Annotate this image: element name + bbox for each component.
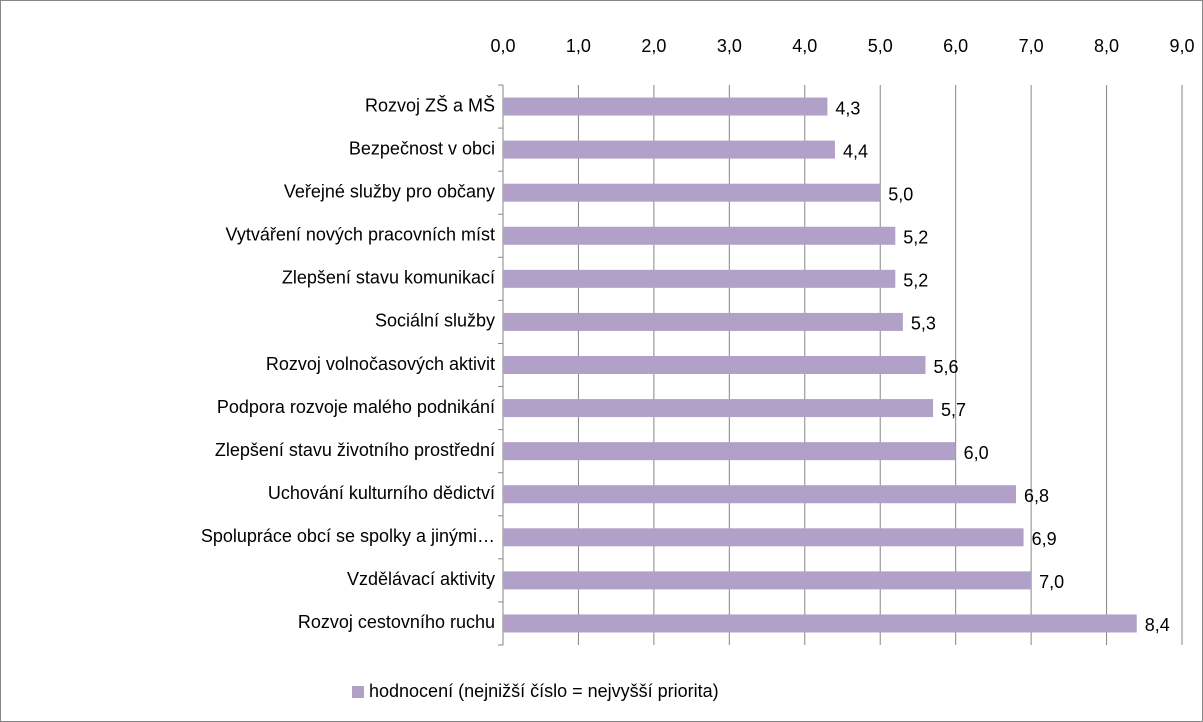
- y-tick-label: Vzdělávací aktivity: [347, 569, 495, 589]
- value-label: 4,3: [835, 98, 860, 118]
- bar: [503, 97, 828, 116]
- x-tick-label: 6,0: [943, 36, 968, 56]
- x-tick-label: 0,0: [490, 36, 515, 56]
- value-label: 5,3: [911, 314, 936, 334]
- legend-swatch: [352, 686, 364, 698]
- value-label: 7,0: [1039, 572, 1064, 592]
- y-tick-label: Sociální služby: [375, 311, 495, 331]
- y-tick-label: Zlepšení stavu komunikací: [282, 268, 495, 288]
- value-label: 4,4: [843, 141, 868, 161]
- x-tick-label: 3,0: [717, 36, 742, 56]
- y-tick-label: Veřejné služby pro občany: [284, 181, 495, 201]
- x-tick-label: 4,0: [792, 36, 817, 56]
- value-label: 5,0: [888, 184, 913, 204]
- bar: [503, 312, 903, 331]
- bar: [503, 442, 956, 461]
- bar: [503, 571, 1032, 590]
- bar: [503, 226, 896, 245]
- value-label: 6,8: [1024, 486, 1049, 506]
- y-tick-label: Podpora rozvoje malého podnikání: [217, 397, 495, 417]
- y-tick-label: Rozvoj volnočasových aktivit: [266, 354, 495, 374]
- bar: [503, 485, 1017, 504]
- value-label: 6,0: [964, 443, 989, 463]
- x-tick-label: 1,0: [566, 36, 591, 56]
- bar: [503, 356, 926, 374]
- x-tick-label: 8,0: [1094, 36, 1119, 56]
- bar: [503, 183, 881, 202]
- value-label: 6,9: [1032, 529, 1057, 549]
- x-tick-label: 7,0: [1019, 36, 1044, 56]
- bar: [503, 269, 896, 288]
- legend-label: hodnocení (nejnižší číslo = nejvyšší pri…: [369, 681, 719, 701]
- y-tick-label: Spolupráce obcí se spolky a jinými…: [201, 526, 495, 546]
- value-label: 5,7: [941, 400, 966, 420]
- value-label: 8,4: [1145, 615, 1170, 635]
- bar: [503, 528, 1024, 547]
- x-tick-label: 2,0: [641, 36, 666, 56]
- y-tick-label: Uchování kulturního dědictví: [268, 483, 495, 503]
- y-tick-label: Bezpečnost v obci: [349, 138, 495, 158]
- value-label: 5,2: [903, 228, 928, 248]
- y-tick-label: Vytváření nových pracovních míst: [226, 225, 495, 245]
- y-tick-label: Zlepšení stavu životního prostřední: [215, 440, 495, 460]
- bar: [503, 399, 934, 418]
- y-tick-label: Rozvoj ZŠ a MŠ: [365, 94, 495, 115]
- y-tick-label: Rozvoj cestovního ruchu: [298, 612, 495, 632]
- value-label: 5,6: [933, 357, 958, 377]
- x-tick-label: 5,0: [868, 36, 893, 56]
- value-label: 5,2: [903, 271, 928, 291]
- bar: [503, 140, 835, 159]
- bar: [503, 614, 1137, 633]
- x-tick-label: 9,0: [1169, 36, 1194, 56]
